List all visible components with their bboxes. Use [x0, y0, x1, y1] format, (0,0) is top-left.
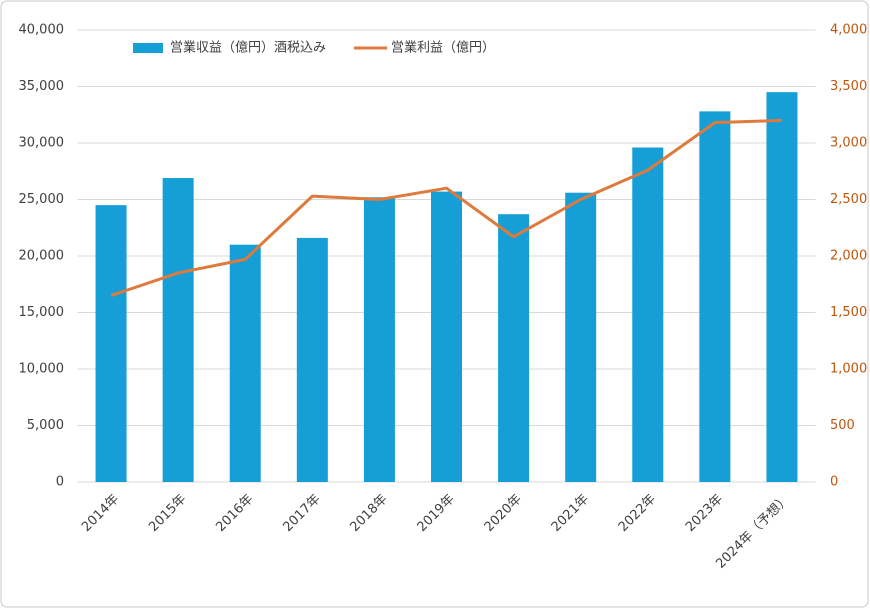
- y-tick-label: 25,000: [19, 192, 65, 207]
- bar: [296, 237, 328, 482]
- bar: [498, 214, 530, 482]
- bar: [229, 244, 261, 482]
- y2-tick-label: 3,500: [830, 79, 867, 94]
- legend-label: 営業収益（億円）酒税込み: [170, 40, 326, 56]
- y-tick-label: 5,000: [27, 418, 64, 433]
- y-tick-label: 10,000: [19, 362, 65, 377]
- y-tick-label: 15,000: [19, 305, 65, 320]
- bar: [162, 178, 194, 482]
- bar: [632, 147, 664, 482]
- bar: [431, 191, 462, 482]
- bar: [699, 111, 731, 483]
- bar: [95, 205, 127, 482]
- y2-tick-label: 0: [830, 475, 838, 490]
- y-tick-label: 35,000: [19, 79, 65, 94]
- bar: [565, 192, 597, 482]
- y-tick-label: 0: [56, 475, 64, 490]
- y-tick-label: 30,000: [19, 136, 65, 151]
- bar: [363, 197, 395, 483]
- y2-tick-label: 3,000: [830, 136, 867, 151]
- bar: [766, 92, 798, 483]
- legend-swatch: [133, 43, 163, 53]
- line: [110, 118, 783, 297]
- y2-tick-label: 500: [830, 418, 855, 433]
- y2-tick-label: 1,500: [830, 305, 867, 320]
- y2-tick-label: 2,500: [830, 192, 867, 207]
- y2-tick-label: 2,000: [830, 249, 867, 264]
- y-tick-label: 40,000: [19, 23, 65, 38]
- y2-tick-label: 4,000: [830, 23, 867, 38]
- legend-label: 営業利益（億円）: [391, 40, 495, 56]
- y2-tick-label: 1,000: [830, 362, 867, 377]
- y-tick-label: 20,000: [19, 249, 65, 264]
